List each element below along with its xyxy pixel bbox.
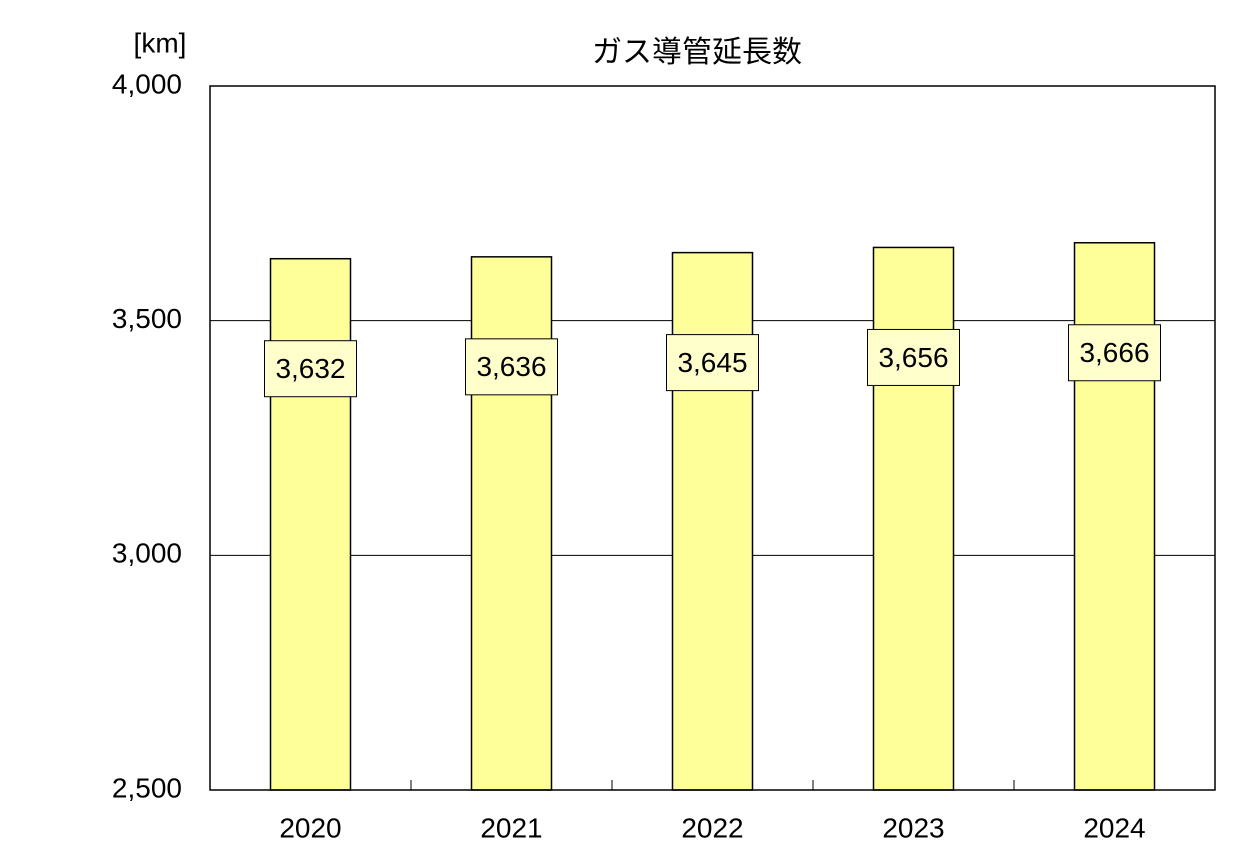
value-label-box bbox=[867, 328, 960, 386]
y-tick-label: 2,500 bbox=[112, 772, 182, 803]
bar bbox=[872, 246, 955, 791]
value-label-box bbox=[264, 340, 357, 398]
x-tick-label: 2022 bbox=[681, 812, 743, 843]
y-axis-label: [km] bbox=[134, 27, 187, 58]
labels: 2,500 3,000 3,500 4,000 2020 3,632 2021 3,636 20… bbox=[112, 68, 1161, 843]
x-tick-label: 2021 bbox=[480, 812, 542, 843]
value-label-box bbox=[666, 334, 759, 392]
value-label: 3,656 bbox=[878, 342, 948, 373]
value-label: 3,632 bbox=[275, 353, 345, 384]
value-label: 3,666 bbox=[1079, 337, 1149, 368]
x-tick-label: 2020 bbox=[279, 812, 341, 843]
y-tick-label: 3,000 bbox=[112, 538, 182, 569]
bars bbox=[269, 242, 1156, 791]
y-tick-label: 4,000 bbox=[112, 68, 182, 99]
plot-frame bbox=[209, 85, 1216, 791]
y-tick-label: 3,500 bbox=[112, 303, 182, 334]
chart-title: ガス導管延長数 bbox=[592, 36, 802, 69]
value-label: 3,645 bbox=[677, 347, 747, 378]
bar bbox=[470, 256, 553, 791]
bar bbox=[269, 257, 352, 791]
x-tick-label: 2024 bbox=[1083, 812, 1145, 843]
x-tick-label: 2023 bbox=[882, 812, 944, 843]
value-label: 3,636 bbox=[476, 351, 546, 382]
value-label-box bbox=[1068, 324, 1161, 382]
bar bbox=[671, 251, 754, 791]
value-label-box bbox=[465, 338, 558, 396]
